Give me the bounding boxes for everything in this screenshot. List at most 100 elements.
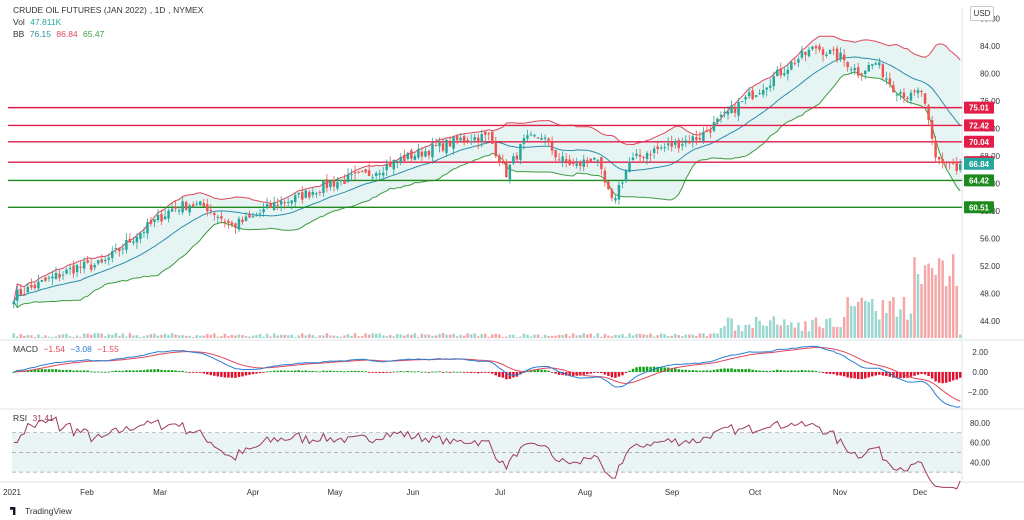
candle-body <box>230 222 234 225</box>
macd-histogram-bar <box>571 372 575 376</box>
candle-body <box>139 233 142 239</box>
chart-exchange: NYMEX <box>173 5 204 15</box>
candle-body <box>941 159 944 163</box>
bb-legend-upper: 86.84 <box>56 29 78 39</box>
candle-body <box>65 269 68 274</box>
candle-body <box>638 154 642 157</box>
macd-histogram-bar <box>733 369 737 372</box>
macd-histogram-bar <box>332 371 336 372</box>
macd-histogram-bar <box>607 372 610 376</box>
macd-histogram-bar <box>547 370 550 372</box>
volume-bar <box>125 336 128 338</box>
volume-bar <box>937 258 941 338</box>
volume-bar <box>571 333 575 338</box>
volume-bar <box>818 326 821 338</box>
macd-histogram-bar <box>719 368 723 372</box>
macd-histogram-bar <box>561 372 564 376</box>
candle-body <box>427 150 431 156</box>
level-label-box <box>964 135 994 148</box>
candle-body <box>765 87 768 90</box>
candle-body <box>593 157 596 160</box>
volume-bar <box>381 335 385 338</box>
candle-body <box>902 92 906 98</box>
candle-body <box>434 145 438 147</box>
volume-bar <box>132 335 135 338</box>
candle-body <box>839 52 842 60</box>
macd-histogram-bar <box>617 372 621 377</box>
candle-body <box>403 154 406 161</box>
volume-bar <box>839 327 842 338</box>
candle-body <box>702 131 705 142</box>
volume-bar <box>392 336 395 338</box>
macd-legend: MACD −1.54 −3.08 −1.55 <box>13 344 122 354</box>
volume-bar <box>262 336 265 338</box>
candle-body <box>156 215 160 221</box>
candle-body <box>424 151 427 157</box>
currency-button[interactable]: USD <box>970 6 994 21</box>
macd-histogram-bar <box>177 371 181 372</box>
macd-histogram-bar <box>399 371 403 372</box>
volume-bar <box>47 336 51 338</box>
macd-histogram-bar <box>628 370 631 372</box>
candle-body <box>568 159 571 166</box>
volume-bar <box>920 283 923 338</box>
candle-body <box>487 133 490 135</box>
candle-body <box>895 94 899 96</box>
price-tick-label: 84.00 <box>980 42 1001 51</box>
volume-bar <box>554 335 557 338</box>
volume-bar <box>413 333 417 338</box>
volume-bar <box>462 335 466 338</box>
macd-histogram-bar <box>51 369 54 372</box>
volume-bar <box>191 337 195 338</box>
macd-histogram-bar <box>709 370 712 372</box>
macd-histogram-bar <box>227 372 230 378</box>
volume-bar <box>607 335 610 338</box>
candle-body <box>26 286 30 293</box>
x-axis-label: May <box>327 488 342 497</box>
candle-body <box>955 161 958 171</box>
volume-bar <box>586 334 589 338</box>
candle-body <box>533 135 536 137</box>
macd-histogram-bar <box>800 370 804 372</box>
volume-bar <box>740 331 744 338</box>
x-axis-label: Dec <box>913 488 927 497</box>
macd-histogram-bar <box>656 366 659 372</box>
candle-body <box>441 143 445 151</box>
volume-bar <box>216 336 220 338</box>
volume-bar <box>149 334 153 338</box>
volume-bar <box>674 333 677 338</box>
candle-body <box>227 220 230 223</box>
volume-bar <box>804 321 807 338</box>
candle-body <box>40 280 44 282</box>
macd-histogram-bar <box>47 369 51 372</box>
candle-body <box>874 63 878 65</box>
macd-histogram-bar <box>744 369 747 372</box>
volume-bar <box>480 334 483 338</box>
macd-histogram-bar <box>406 370 410 372</box>
candle-body <box>329 181 332 188</box>
macd-histogram-bar <box>681 369 684 372</box>
candle-body <box>234 223 237 228</box>
candle-body <box>174 206 177 209</box>
candle-body <box>642 156 645 158</box>
volume-bar <box>536 334 540 338</box>
candle-body <box>339 179 343 181</box>
volume-bar <box>466 333 469 338</box>
candle-body <box>206 204 209 212</box>
candle-body <box>19 289 23 296</box>
last-price-label: 66.84 <box>969 160 990 169</box>
candle-body <box>244 216 248 222</box>
volume-bar <box>399 334 403 338</box>
candle-body <box>635 153 638 156</box>
volume-bar <box>582 333 585 338</box>
candle-body <box>695 137 698 140</box>
macd-histogram-bar <box>821 372 825 373</box>
volume-bar <box>68 336 72 338</box>
volume-bar <box>828 318 832 338</box>
candle-body <box>128 239 132 243</box>
candle-body <box>364 169 367 173</box>
macd-histogram-bar <box>842 372 846 377</box>
candle-body <box>216 216 220 218</box>
macd-histogram-bar <box>645 366 649 372</box>
